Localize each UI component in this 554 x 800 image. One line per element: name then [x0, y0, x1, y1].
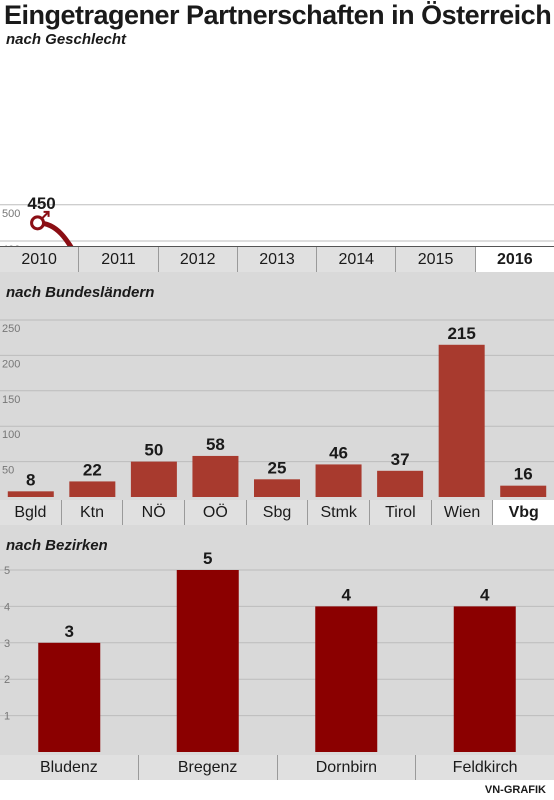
data-label: 50 [144, 441, 163, 460]
district-chart-title: nach Bezirken [6, 537, 108, 554]
axis-category-label: 2014 [316, 247, 395, 272]
data-label: 46 [329, 443, 348, 462]
y-tick-label: 1 [4, 711, 10, 723]
district-axis-band: Bludenz Bregenz Dornbirn Feldkirch [0, 755, 554, 780]
data-label: 58 [206, 435, 225, 454]
data-label: 25 [268, 458, 287, 477]
bar [500, 485, 547, 497]
bar [453, 606, 516, 752]
bar [315, 464, 362, 497]
axis-category-label: Ktn [60, 500, 123, 525]
district-bar-chart: 5 4 3 2 1 3 5 4 4 [0, 549, 554, 752]
y-tick-label: 50 [2, 465, 14, 477]
year-axis-band: 2010 2011 2012 2013 2014 2015 2016 [0, 246, 554, 272]
y-tick-label: 500 [2, 208, 20, 220]
gender-line-chart: 5004003002001004502592312032222202442551… [0, 194, 554, 365]
y-tick-label: 3 [4, 638, 10, 650]
data-label: 450 [27, 194, 55, 213]
y-tick-label: 2 [4, 674, 10, 686]
data-label: 215 [447, 324, 475, 343]
axis-category-label: Sbg [245, 500, 308, 525]
axis-category-label: Stmk [307, 500, 369, 525]
credit-label: VN-GRAFIK [484, 784, 546, 796]
state-chart-title: nach Bundesländern [6, 284, 155, 301]
bar [7, 491, 54, 497]
bar [438, 344, 485, 497]
data-label: 16 [514, 465, 533, 484]
axis-category-label: Dornbirn [276, 755, 416, 780]
data-label: 22 [83, 460, 102, 479]
axis-category-label: 2016 [474, 247, 554, 272]
axis-category-label: Bludenz [39, 759, 98, 776]
data-label: 5 [203, 549, 212, 568]
axis-category-label: Vbg [492, 500, 554, 525]
state-axis-band: Bgld Ktn NÖ OÖ Sbg Stmk Tirol Wien Vbg [0, 500, 554, 525]
y-tick-label: 250 [2, 323, 20, 335]
axis-category-label: 2015 [395, 247, 474, 272]
data-label: 4 [480, 585, 490, 604]
bar [69, 481, 116, 497]
y-tick-label: 200 [2, 358, 20, 370]
bar [130, 461, 177, 497]
axis-category-label: 2012 [157, 247, 237, 272]
bar [38, 642, 101, 752]
bar [315, 606, 378, 752]
axis-category-label: Feldkirch [415, 755, 554, 780]
data-label: 3 [65, 622, 74, 641]
bar [192, 455, 239, 497]
data-point [30, 215, 46, 231]
axis-category-label: 2011 [78, 247, 157, 272]
bar [377, 470, 424, 497]
axis-category-label: Bregenz [137, 755, 277, 780]
axis-category-label: 2010 [21, 251, 57, 268]
bar [254, 479, 300, 497]
data-label: 37 [391, 450, 410, 469]
y-tick-label: 150 [2, 394, 20, 406]
gender-chart-title: nach Geschlecht [6, 31, 127, 48]
axis-category-label: OÖ [184, 500, 246, 525]
axis-category-label: NÖ [122, 500, 184, 525]
axis-category-label: Wien [430, 500, 493, 525]
male-marker-arrowhead [43, 210, 50, 217]
y-tick-label: 4 [4, 601, 10, 613]
y-tick-label: 5 [4, 565, 10, 577]
axis-category-label: 2013 [236, 247, 316, 272]
bar [176, 570, 239, 752]
state-bar-chart: 250 200 150 100 50 8 22 50 58 25 46 37 215 16 [0, 319, 554, 497]
page-title: Eingetragener Partnerschaften in Österre… [4, 0, 552, 30]
axis-category-label: Bgld [14, 504, 47, 521]
y-tick-label: 100 [2, 429, 20, 441]
data-label: 8 [26, 470, 35, 489]
axis-category-label: Tirol [369, 500, 431, 525]
data-label: 4 [342, 585, 352, 604]
